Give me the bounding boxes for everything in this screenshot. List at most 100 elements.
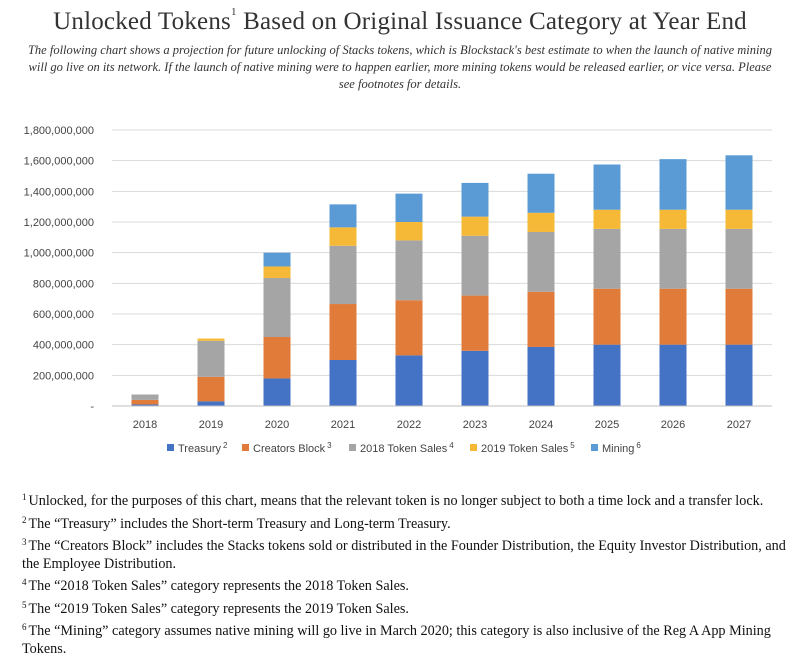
y-tick-label: 1,600,000,000 <box>24 156 94 168</box>
x-tick-label: 2026 <box>661 419 685 431</box>
bar-segment <box>461 216 489 236</box>
legend-footnote-marker: 5 <box>570 441 575 450</box>
bar-segment <box>461 235 489 296</box>
x-tick-label: 2022 <box>397 419 421 431</box>
footnote-text: Unlocked, for the purposes of this chart… <box>28 493 764 509</box>
bar-segment <box>263 378 291 406</box>
legend-footnote-marker: 3 <box>327 441 332 450</box>
legend-swatch <box>242 444 249 451</box>
bar-segment <box>329 304 357 360</box>
bar-segment <box>395 240 423 301</box>
legend-footnote-marker: 4 <box>449 441 454 450</box>
bar-segment <box>197 376 225 402</box>
bar-segment <box>659 228 687 289</box>
footnote-number: 5 <box>22 599 27 610</box>
bar-segment <box>263 337 291 379</box>
legend-label: Mining <box>602 443 634 455</box>
bar-segment <box>329 204 357 228</box>
bar-segment <box>659 159 687 210</box>
footnote-number: 1 <box>22 492 27 502</box>
x-axis: 2018 2019 2020 2021 2022 2023 2024 2025 2026 2027 <box>112 405 772 431</box>
legend-footnote-marker: 2 <box>223 441 228 450</box>
y-tick-label: 1,400,000,000 <box>24 186 94 198</box>
footnote: 6 The “Mining” category assumes native mi… <box>22 619 792 658</box>
footnote: 2 The “Treasury” includes the Short-term … <box>22 512 792 534</box>
bar-segment <box>725 228 753 289</box>
bar-segment <box>395 300 423 356</box>
bar-segment <box>527 231 555 292</box>
bar-segment <box>593 344 621 406</box>
x-tick-label: 2024 <box>529 419 553 431</box>
y-tick-label: 1,000,000,000 <box>24 248 94 260</box>
footnotes: 1 Unlocked, for the purposes of this char… <box>22 489 792 659</box>
legend-label: 2018 Token Sales <box>360 443 448 455</box>
bar-segment <box>263 277 291 337</box>
bar-segment <box>527 291 555 347</box>
chart-subtitle: The following chart shows a projection f… <box>27 43 772 91</box>
bar-segment <box>395 355 423 406</box>
footnote: 3 The “Creators Block” includes the Stack… <box>22 534 792 573</box>
bar-segment <box>395 193 423 222</box>
x-tick-label: 2018 <box>133 419 157 431</box>
legend-label: Treasury <box>178 443 221 455</box>
bar-segment <box>593 228 621 289</box>
bar-segment <box>527 173 555 213</box>
footnote: 5 The “2019 Token Sales” category represe… <box>22 597 792 619</box>
footnote-number: 4 <box>22 577 27 587</box>
bar-segment <box>725 209 753 229</box>
y-tick-label: - <box>90 401 94 413</box>
y-tick-label: 400,000,000 <box>33 340 94 352</box>
bar-segment <box>461 182 489 217</box>
bar-segment <box>197 340 225 377</box>
legend-footnote-marker: 6 <box>636 441 641 450</box>
bars <box>131 155 753 406</box>
x-tick-label: 2019 <box>199 419 223 431</box>
bar-segment <box>659 344 687 406</box>
bar-segment <box>659 209 687 229</box>
bar-segment <box>527 346 555 406</box>
title-main: Unlocked Tokens <box>53 8 231 35</box>
bar-segment <box>329 227 357 246</box>
footnote-text: The “Treasury” includes the Short-term T… <box>28 515 451 532</box>
x-tick-label: 2027 <box>727 419 751 431</box>
y-tick-label: 600,000,000 <box>33 309 94 321</box>
x-tick-label: 2025 <box>595 419 619 431</box>
bar-segment <box>131 394 159 400</box>
chart-title: Unlocked Tokens1 Based on Original Issua… <box>0 6 800 36</box>
bar-segment <box>725 288 753 345</box>
bar-segment <box>593 288 621 345</box>
y-tick-label: 1,200,000,000 <box>24 217 94 229</box>
bar-segment <box>329 360 357 406</box>
bar-segment <box>461 350 489 406</box>
footnote-text: The “2018 Token Sales” category represen… <box>28 578 409 594</box>
x-tick-label: 2023 <box>463 419 487 431</box>
bar-segment <box>461 295 489 351</box>
bar-segment <box>197 338 225 341</box>
footnote: 1 Unlocked, for the purposes of this char… <box>22 489 792 511</box>
footnote-text: The “Creators Block” includes the Stacks… <box>22 538 786 572</box>
bar-segment <box>593 209 621 229</box>
bar-segment <box>263 252 291 267</box>
bar-segment <box>131 404 159 406</box>
legend-label: 2019 Token Sales <box>481 443 569 455</box>
footnote-text: The “2019 Token Sales” category represen… <box>28 600 409 617</box>
footnote-number: 3 <box>22 537 27 547</box>
footnote: 4 The “2018 Token Sales” category represe… <box>22 574 792 596</box>
y-tick-label: 200,000,000 <box>33 370 94 382</box>
bar-segment <box>197 401 225 406</box>
legend: Treasury 2 Creators Block 3 2018 Token Sales… <box>167 441 641 455</box>
y-tick-label: 800,000,000 <box>33 278 94 290</box>
x-tick-label: 2020 <box>265 419 289 431</box>
stacked-bar-chart: - 200,000,000 400,000,000 600,000,000 800,00… <box>24 125 772 455</box>
footnote-text: The “Mining” category assumes native min… <box>22 623 771 657</box>
bar-segment <box>329 245 357 305</box>
footnote-number: 6 <box>22 622 27 632</box>
bar-segment <box>659 288 687 345</box>
legend-swatch <box>591 444 598 451</box>
legend-label: Creators Block <box>253 443 326 455</box>
x-tick-label: 2021 <box>331 419 355 431</box>
bar-segment <box>593 164 621 210</box>
title-footnote-marker: 1 <box>230 6 237 18</box>
y-tick-label: 1,800,000,000 <box>24 125 94 137</box>
bar-segment <box>527 212 555 232</box>
